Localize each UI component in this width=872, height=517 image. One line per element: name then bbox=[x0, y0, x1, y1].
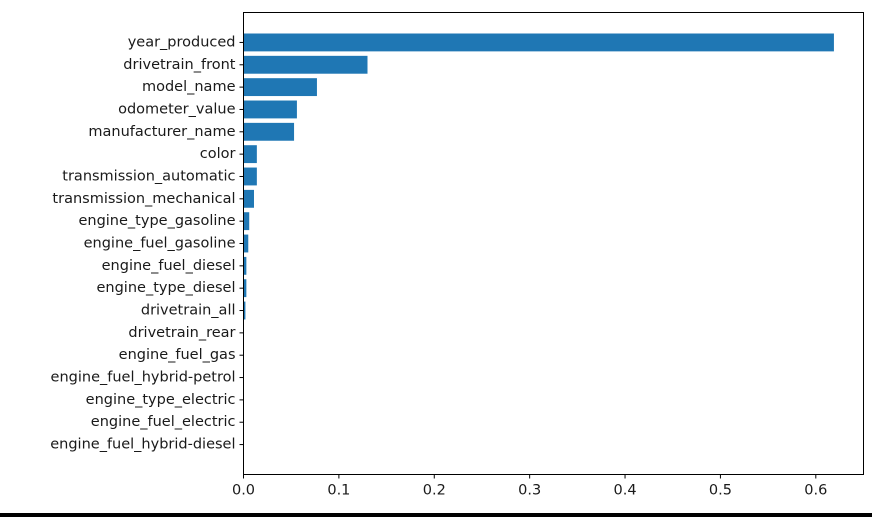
y-tick-label: color bbox=[200, 146, 236, 162]
y-tick-label: transmission_mechanical bbox=[52, 191, 235, 207]
y-tick-label: year_produced bbox=[128, 34, 236, 50]
bar-drivetrain_front bbox=[243, 55, 368, 74]
bars-group bbox=[243, 33, 834, 454]
y-tick-label: model_name bbox=[142, 79, 236, 95]
bar-engine_type_gasoline bbox=[243, 212, 250, 231]
x-tick-label: 0.4 bbox=[614, 483, 637, 499]
y-tick-label: engine_type_diesel bbox=[96, 280, 235, 296]
x-tick-label: 0.0 bbox=[232, 483, 255, 499]
bar-engine_type_diesel bbox=[243, 279, 247, 298]
bar-engine_fuel_diesel bbox=[243, 256, 247, 275]
y-tick-label: engine_fuel_electric bbox=[91, 414, 236, 430]
bar-engine_fuel_gasoline bbox=[243, 234, 249, 253]
y-tick-label: drivetrain_front bbox=[123, 57, 236, 73]
y-tick-label: engine_fuel_diesel bbox=[102, 258, 236, 274]
x-tick-label: 0.6 bbox=[804, 483, 827, 499]
x-tick-label: 0.2 bbox=[423, 483, 446, 499]
bar-year_produced bbox=[243, 33, 834, 52]
bar-odometer_value bbox=[243, 100, 297, 119]
y-tick-label: manufacturer_name bbox=[88, 124, 235, 140]
bar-manufacturer_name bbox=[243, 122, 295, 141]
x-ticks: 0.0 0.1 0.2 0.3 0.4 0.5 0.6 bbox=[232, 474, 827, 499]
x-tick-label: 0.5 bbox=[709, 483, 732, 499]
bar-transmission_automatic bbox=[243, 167, 257, 186]
y-tick-label: engine_fuel_hybrid-diesel bbox=[50, 437, 235, 453]
y-tick-label: odometer_value bbox=[118, 101, 235, 117]
y-tick-labels: year_produced drivetrain_front model_nameo… bbox=[50, 34, 244, 453]
bar-transmission_mechanical bbox=[243, 189, 254, 208]
y-tick-label: drivetrain_all bbox=[141, 303, 236, 319]
y-tick-label: engine_fuel_gas bbox=[119, 347, 236, 363]
window-bottom-border bbox=[0, 513, 872, 517]
y-tick-label: engine_type_gasoline bbox=[78, 213, 235, 229]
y-tick-label: transmission_automatic bbox=[62, 168, 235, 184]
y-tick-label: engine_fuel_gasoline bbox=[84, 236, 236, 252]
x-tick-label: 0.3 bbox=[518, 483, 541, 499]
bar-model_name bbox=[243, 78, 317, 97]
y-tick-label: engine_fuel_hybrid-petrol bbox=[51, 370, 236, 386]
bar-drivetrain_all bbox=[243, 301, 246, 320]
y-tick-label: engine_type_electric bbox=[86, 392, 236, 408]
plot-frame bbox=[243, 12, 864, 475]
y-tick-label: drivetrain_rear bbox=[128, 325, 235, 341]
x-tick-label: 0.1 bbox=[327, 483, 350, 499]
bar-color bbox=[243, 145, 257, 164]
